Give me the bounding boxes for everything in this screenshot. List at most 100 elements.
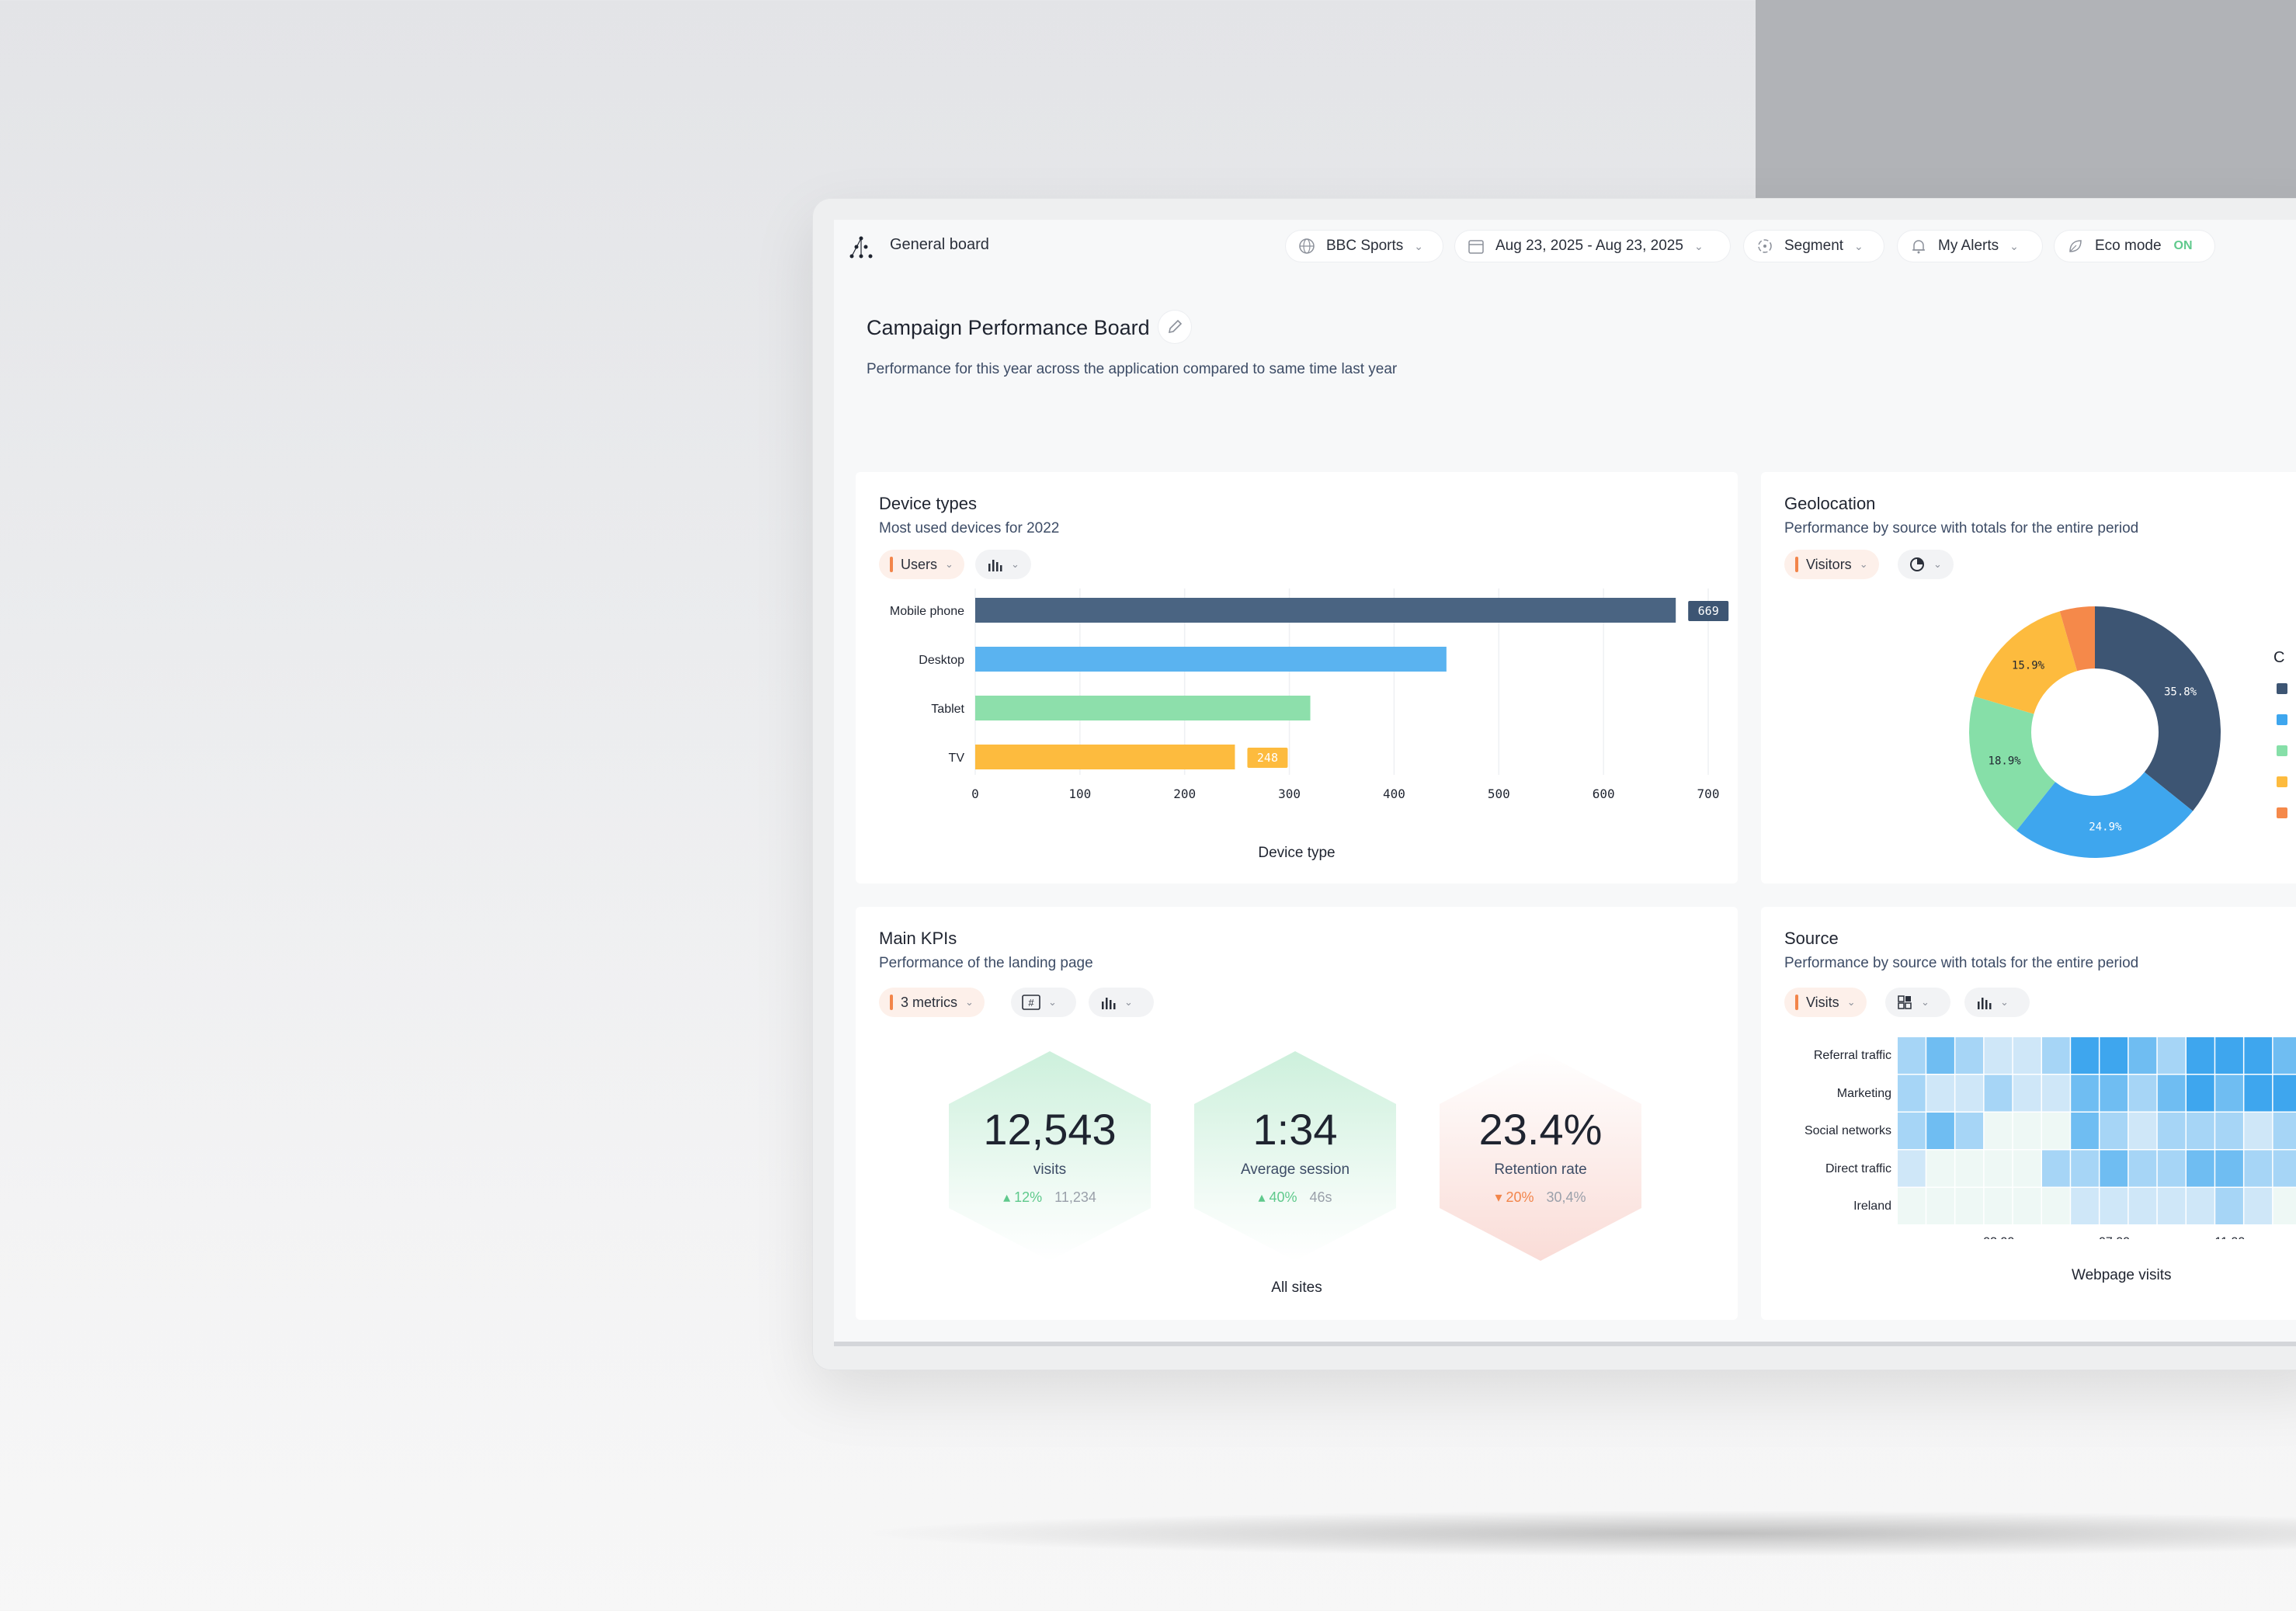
chart-type-selector[interactable]: ⌄ [975, 550, 1031, 579]
heatmap-cell[interactable] [1898, 1150, 1926, 1187]
metric-selector[interactable]: Visitors ⌄ [1784, 550, 1879, 579]
bar[interactable] [975, 598, 1676, 623]
heatmap-cell[interactable] [1984, 1150, 2013, 1187]
heatmap-cell[interactable] [1955, 1075, 1984, 1112]
heatmap-cell[interactable] [2042, 1113, 2070, 1149]
heatmap-cell[interactable] [1984, 1075, 2013, 1112]
heatmap-cell[interactable] [2244, 1188, 2273, 1224]
heatmap-cell[interactable] [1926, 1037, 1954, 1074]
heatmap-cell[interactable] [2013, 1075, 2041, 1112]
heatmap-cell[interactable] [2157, 1150, 2186, 1187]
heatmap-cell[interactable] [1898, 1113, 1926, 1149]
chart-type-selector[interactable]: ⌄ [1964, 988, 2030, 1017]
heatmap-cell[interactable] [2187, 1113, 2214, 1149]
donut-slice[interactable] [1969, 696, 2055, 831]
heatmap-cell[interactable] [2013, 1150, 2041, 1187]
heatmap-cell[interactable] [2100, 1188, 2128, 1224]
heatmap-cell[interactable] [2244, 1113, 2273, 1149]
segment-selector[interactable]: Segment ⌄ [1744, 231, 1884, 262]
heatmap-cell[interactable] [1898, 1075, 1926, 1112]
donut-slice[interactable] [2059, 606, 2095, 672]
heatmap-cell[interactable] [2013, 1037, 2041, 1074]
heatmap-cell[interactable] [1955, 1113, 1984, 1149]
chart-type-selector[interactable]: ⌄ [1089, 988, 1154, 1017]
heatmap-cell[interactable] [1984, 1188, 2013, 1224]
heatmap-cell[interactable] [2273, 1075, 2296, 1112]
heatmap-cell[interactable] [1898, 1188, 1926, 1224]
logo-icon [849, 236, 873, 259]
heatmap-cell[interactable] [2100, 1037, 2128, 1074]
heatmap-cell[interactable] [1955, 1188, 1984, 1224]
heatmap-cell[interactable] [2157, 1037, 2186, 1074]
heatmap-cell[interactable] [2128, 1113, 2157, 1149]
heatmap-cell[interactable] [2215, 1113, 2243, 1149]
donut-slice[interactable] [2095, 606, 2221, 811]
heatmap-cell[interactable] [2273, 1113, 2296, 1149]
heatmap-cell[interactable] [2071, 1113, 2099, 1149]
heatmap-cell[interactable] [2215, 1037, 2243, 1074]
number-icon: # [1022, 995, 1040, 1010]
heatmap-cell[interactable] [2042, 1188, 2070, 1224]
heatmap-cell[interactable] [2215, 1150, 2243, 1187]
heatmap-cell[interactable] [2071, 1037, 2099, 1074]
alerts-selector[interactable]: My Alerts ⌄ [1898, 231, 2042, 262]
metric-selector[interactable]: Users ⌄ [879, 550, 964, 579]
heatmap-cell[interactable] [1926, 1188, 1954, 1224]
heatmap-cell[interactable] [2157, 1188, 2186, 1224]
heatmap-cell[interactable] [1984, 1113, 2013, 1149]
heatmap-cell[interactable] [2071, 1150, 2099, 1187]
heatmap-cell[interactable] [2215, 1188, 2243, 1224]
heatmap-cell[interactable] [2157, 1113, 2186, 1149]
heatmap-cell[interactable] [2215, 1075, 2243, 1112]
heatmap-cell[interactable] [1955, 1150, 1984, 1187]
heatmap-cell[interactable] [2042, 1150, 2070, 1187]
heatmap-cell[interactable] [2157, 1075, 2186, 1112]
metric-selector[interactable]: 3 metrics ⌄ [879, 988, 985, 1017]
heatmap-cell[interactable] [2244, 1037, 2273, 1074]
donut-slice[interactable] [2016, 772, 2194, 858]
heatmap-cell[interactable] [2100, 1075, 2128, 1112]
edit-title-button[interactable] [1158, 311, 1191, 343]
heatmap-cell[interactable] [2273, 1188, 2296, 1224]
board-name[interactable]: General board [890, 236, 989, 253]
heatmap-cell[interactable] [2042, 1075, 2070, 1112]
heatmap-cell[interactable] [2187, 1075, 2214, 1112]
heatmap-cell[interactable] [2273, 1150, 2296, 1187]
heatmap-cell[interactable] [2244, 1075, 2273, 1112]
bar[interactable] [975, 696, 1311, 720]
heatmap-cell[interactable] [2042, 1037, 2070, 1074]
heatmap-cell[interactable] [2100, 1113, 2128, 1149]
heatmap-cell[interactable] [2187, 1150, 2214, 1187]
donut-slice[interactable] [1974, 611, 2078, 714]
display-type-selector[interactable]: # ⌄ [1011, 988, 1076, 1017]
heatmap-cell[interactable] [1926, 1075, 1954, 1112]
bar[interactable] [975, 647, 1447, 672]
heatmap-cell[interactable] [1898, 1037, 1926, 1074]
heatmap-cell[interactable] [2013, 1188, 2041, 1224]
heatmap-cell[interactable] [2128, 1075, 2157, 1112]
heatmap-cell[interactable] [2187, 1188, 2214, 1224]
layout-selector[interactable]: ⌄ [1885, 988, 1950, 1017]
bar[interactable] [975, 745, 1235, 769]
eco-mode-toggle[interactable]: Eco mode ON [2055, 231, 2214, 262]
heatmap-cell[interactable] [2128, 1150, 2157, 1187]
heatmap-cell[interactable] [2013, 1113, 2041, 1149]
date-range-picker[interactable]: Aug 23, 2025 - Aug 23, 2025 ⌄ [1455, 231, 1730, 262]
heatmap-cell[interactable] [2128, 1188, 2157, 1224]
chart-type-selector[interactable]: ⌄ [1898, 550, 1954, 579]
metric-selector[interactable]: Visits ⌄ [1784, 988, 1867, 1017]
heatmap-cell[interactable] [2071, 1075, 2099, 1112]
heatmap-cell[interactable] [2071, 1188, 2099, 1224]
heatmap-cell[interactable] [1926, 1150, 1954, 1187]
heatmap-cell[interactable] [2273, 1037, 2296, 1074]
heatmap-cell[interactable] [1926, 1113, 1954, 1149]
heatmap-cell[interactable] [2244, 1150, 2273, 1187]
trend-down-icon: ▾ [1495, 1189, 1506, 1205]
heatmap-cell[interactable] [2100, 1150, 2128, 1187]
heatmap-cell[interactable] [1984, 1037, 2013, 1074]
heatmap-cell[interactable] [2187, 1037, 2214, 1074]
trend-up-icon: ▴ [1003, 1189, 1015, 1205]
site-selector[interactable]: BBC Sports ⌄ [1286, 231, 1443, 262]
heatmap-cell[interactable] [2128, 1037, 2157, 1074]
heatmap-cell[interactable] [1955, 1037, 1984, 1074]
